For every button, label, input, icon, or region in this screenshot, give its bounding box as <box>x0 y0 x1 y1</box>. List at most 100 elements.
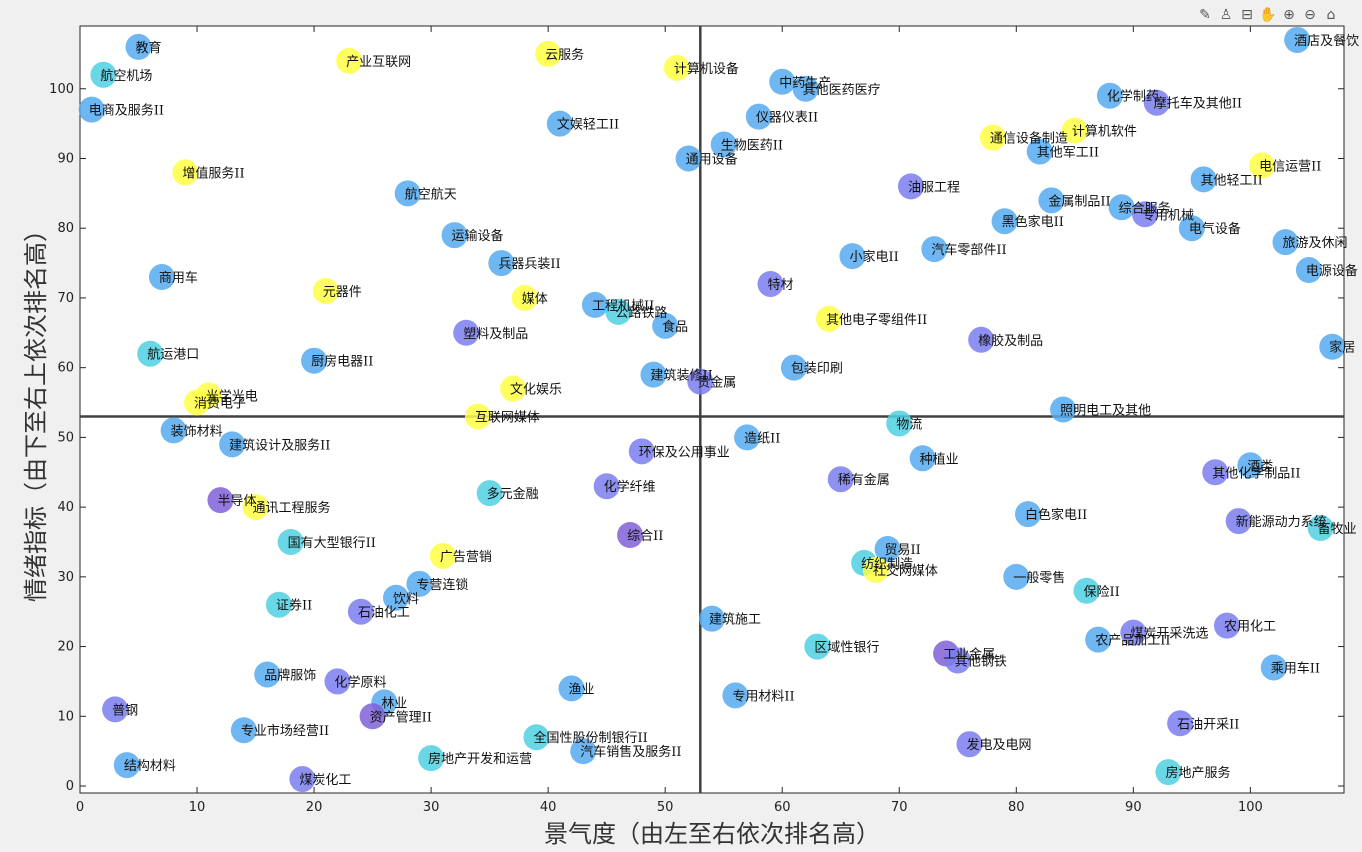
bubble[interactable] <box>429 542 456 569</box>
bubble[interactable] <box>769 68 796 95</box>
bubble[interactable] <box>839 243 866 270</box>
bubble[interactable] <box>172 159 199 186</box>
datatip-icon[interactable]: ⊟ <box>1241 7 1253 23</box>
bubble[interactable] <box>324 668 351 695</box>
bubble[interactable] <box>874 535 901 562</box>
bubble[interactable] <box>1026 138 1053 165</box>
bubble[interactable] <box>1015 501 1041 528</box>
bubble[interactable] <box>230 717 257 744</box>
bubble[interactable] <box>289 766 316 793</box>
bubble[interactable] <box>745 103 772 130</box>
bubble[interactable] <box>1120 619 1147 646</box>
bubble[interactable] <box>476 480 503 507</box>
home-icon[interactable]: ⌂ <box>1326 7 1336 23</box>
bubble[interactable] <box>1061 117 1088 144</box>
bubble[interactable] <box>675 145 702 172</box>
brush-icon[interactable]: ♙ <box>1219 7 1233 23</box>
bubble[interactable] <box>816 305 843 332</box>
bubble[interactable] <box>1202 459 1229 486</box>
bubble[interactable] <box>359 703 386 730</box>
bubble[interactable] <box>137 340 164 367</box>
bubble[interactable] <box>312 277 339 304</box>
bubble[interactable] <box>909 445 936 472</box>
bubble[interactable] <box>663 54 690 81</box>
bubble[interactable] <box>301 347 328 374</box>
bubble[interactable] <box>184 389 211 416</box>
bubble[interactable] <box>991 208 1018 235</box>
bubble[interactable] <box>1155 759 1182 786</box>
bubble[interactable] <box>453 319 480 346</box>
bubble[interactable] <box>1096 82 1123 109</box>
bubble[interactable] <box>1295 257 1322 284</box>
bubble[interactable] <box>1038 187 1065 214</box>
bubble[interactable] <box>265 591 292 618</box>
bubble[interactable] <box>1237 452 1264 479</box>
bubble[interactable] <box>710 131 737 158</box>
bubble[interactable] <box>593 473 620 500</box>
bubble[interactable] <box>1178 215 1205 242</box>
bubble[interactable] <box>979 124 1006 151</box>
bubble[interactable] <box>1260 654 1287 681</box>
bubble[interactable] <box>687 368 714 395</box>
bubble[interactable] <box>780 354 807 381</box>
bubble[interactable] <box>897 173 924 200</box>
bubble[interactable] <box>500 375 527 402</box>
bubble[interactable] <box>418 745 445 772</box>
bubble[interactable] <box>1190 166 1217 193</box>
pan-icon[interactable]: ✋ <box>1259 7 1277 23</box>
bubble[interactable] <box>968 326 995 353</box>
bubble[interactable] <box>546 110 573 137</box>
bubble[interactable] <box>1003 563 1030 590</box>
bubble[interactable] <box>792 75 819 102</box>
bubble[interactable] <box>944 647 971 674</box>
bubble[interactable] <box>1167 710 1194 737</box>
bubble[interactable] <box>921 236 948 263</box>
bubble[interactable] <box>617 522 644 549</box>
bubble[interactable] <box>113 752 140 779</box>
edit-icon[interactable]: ✎ <box>1199 7 1211 23</box>
bubble[interactable] <box>254 661 281 688</box>
bubble[interactable] <box>347 598 374 625</box>
bubble[interactable] <box>1319 333 1346 360</box>
bubble[interactable] <box>1249 152 1276 179</box>
bubble[interactable] <box>535 40 562 67</box>
bubble[interactable] <box>804 633 831 660</box>
bubble[interactable] <box>956 731 983 758</box>
bubble[interactable] <box>628 438 655 465</box>
bubble[interactable] <box>1272 229 1299 256</box>
bubble[interactable] <box>722 682 749 709</box>
bubble[interactable] <box>827 466 854 493</box>
bubble[interactable] <box>488 250 515 277</box>
bubble[interactable] <box>1307 515 1334 542</box>
bubble[interactable] <box>219 431 246 458</box>
bubble[interactable] <box>394 180 421 207</box>
bubble[interactable] <box>734 424 761 451</box>
bubble[interactable] <box>207 487 234 514</box>
bubble[interactable] <box>558 675 585 702</box>
bubble[interactable] <box>160 417 187 444</box>
bubble[interactable] <box>125 33 152 60</box>
bubble[interactable] <box>1225 508 1252 535</box>
bubble[interactable] <box>570 738 597 765</box>
bubble[interactable] <box>1284 26 1311 53</box>
bubble[interactable] <box>90 61 117 88</box>
bubble[interactable] <box>523 724 550 751</box>
bubble[interactable] <box>652 312 679 339</box>
bubble[interactable] <box>148 264 175 291</box>
bubble[interactable] <box>277 528 304 555</box>
bubble[interactable] <box>1085 626 1112 653</box>
bubble[interactable] <box>242 494 269 521</box>
bubble[interactable] <box>605 298 632 325</box>
bubble[interactable] <box>640 361 667 388</box>
bubble[interactable] <box>757 270 784 297</box>
bubble[interactable] <box>1143 89 1170 116</box>
bubble[interactable] <box>406 570 433 597</box>
bubble[interactable] <box>581 291 608 318</box>
zoom-in-icon[interactable]: ⊕ <box>1283 7 1295 23</box>
bubble[interactable] <box>862 556 889 583</box>
bubble[interactable] <box>383 584 409 611</box>
bubble[interactable] <box>511 284 538 311</box>
bubble[interactable] <box>102 696 129 723</box>
zoom-out-icon[interactable]: ⊖ <box>1304 7 1316 23</box>
bubble[interactable] <box>1213 612 1240 639</box>
